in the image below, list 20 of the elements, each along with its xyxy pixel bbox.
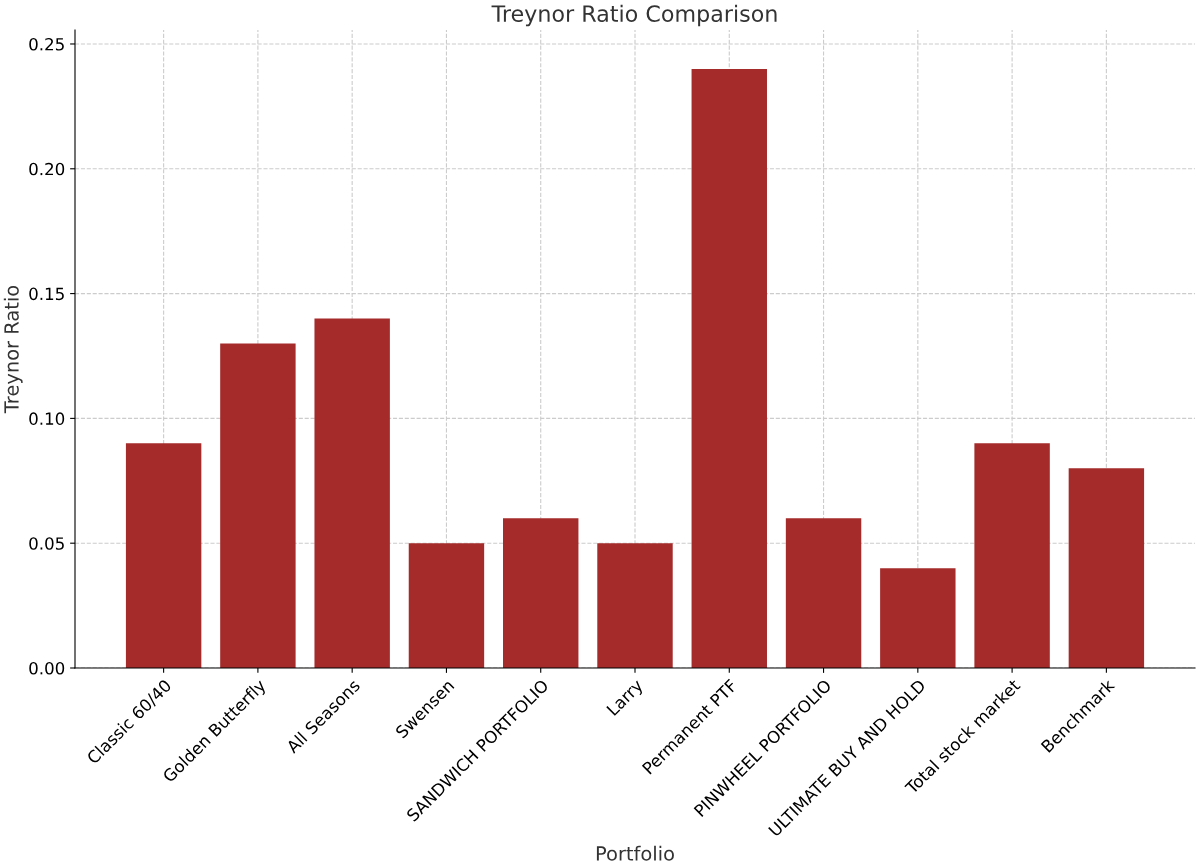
y-tick-label: 0.10 (29, 412, 65, 425)
bar (503, 518, 579, 668)
x-axis-title: Portfolio (596, 845, 674, 861)
bar (785, 518, 862, 668)
bar (691, 68, 767, 668)
bar (597, 543, 673, 668)
y-tick-label: 0.05 (29, 537, 64, 550)
y-tick-label: 0.00 (29, 661, 65, 675)
bar (974, 443, 1050, 668)
y-axis-title: Treynor Ratio (3, 285, 23, 414)
bar (125, 443, 202, 668)
bar (1068, 468, 1145, 668)
y-tick-label: 0.15 (29, 287, 64, 301)
bar (408, 543, 485, 668)
y-tick-label: 0.20 (29, 162, 65, 176)
chart-title: Treynor Ratio Comparison (491, 4, 777, 27)
bar (220, 343, 296, 668)
bar (314, 318, 390, 668)
bar (880, 568, 956, 668)
y-tick-label: 0.25 (29, 37, 64, 51)
